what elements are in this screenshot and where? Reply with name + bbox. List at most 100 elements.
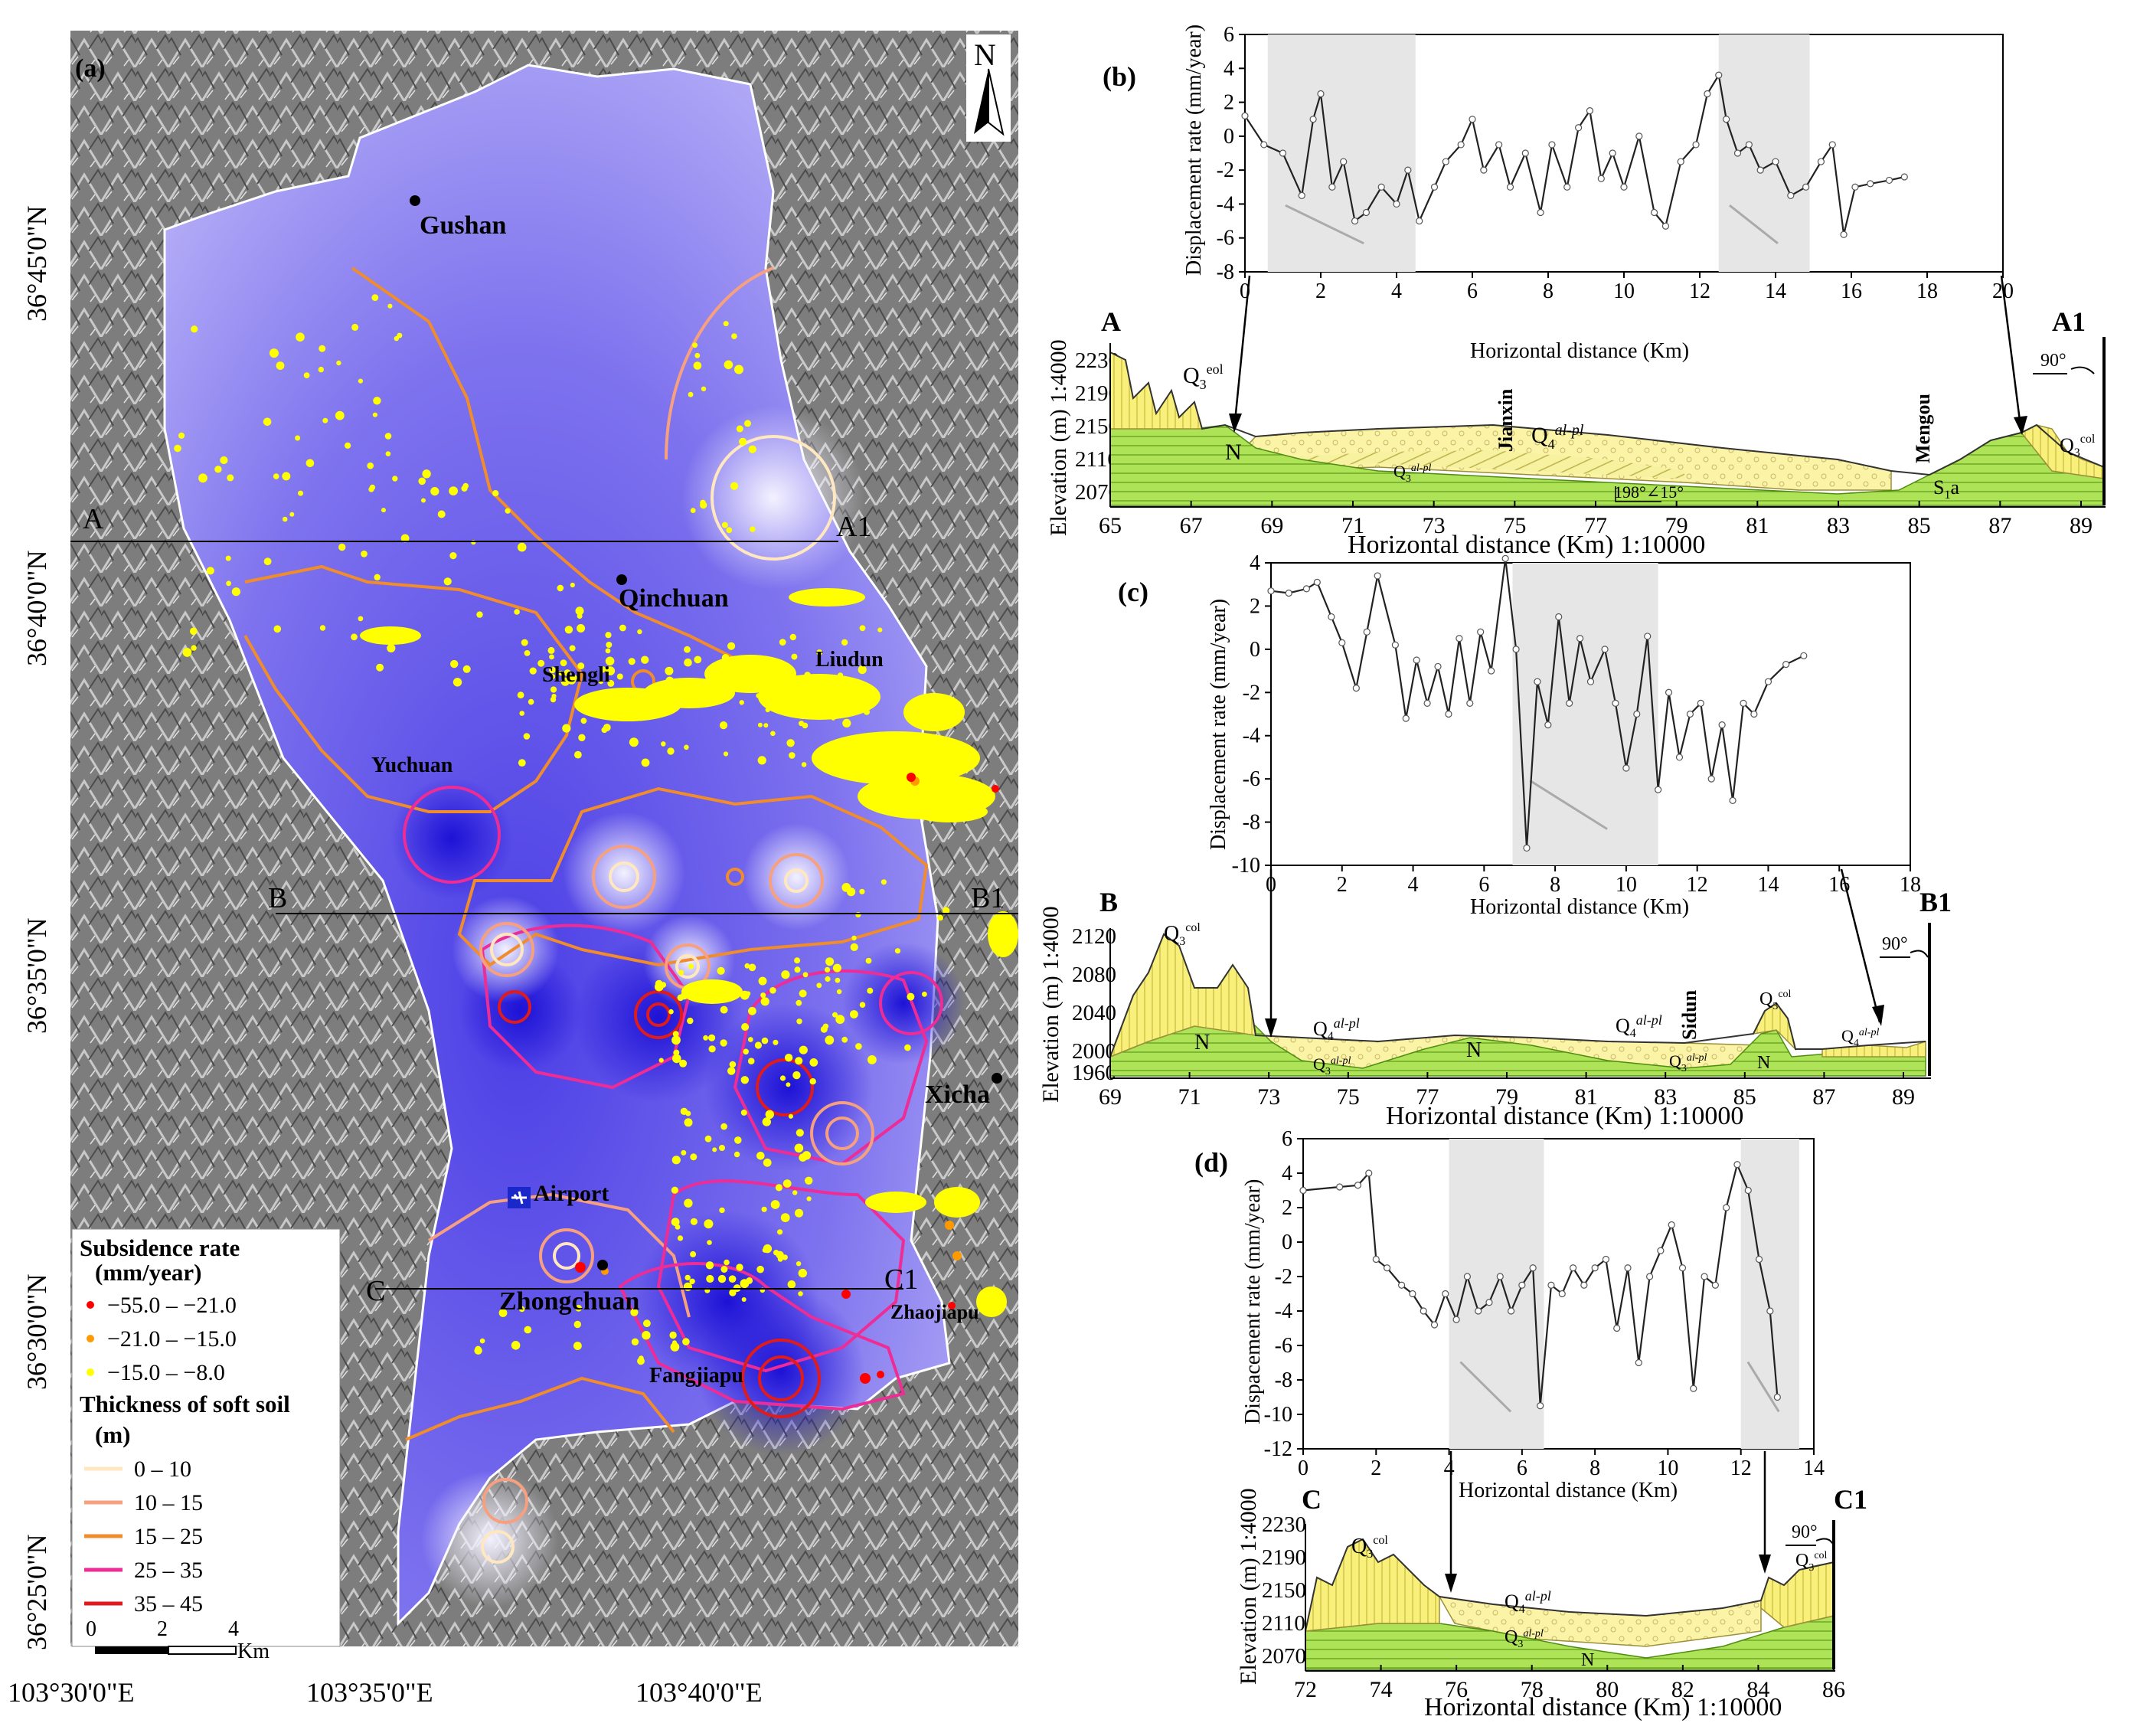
subsidence-point — [809, 1078, 816, 1085]
data-point — [1772, 158, 1779, 165]
subsidence-point — [748, 1006, 756, 1015]
subsidence-point — [549, 666, 556, 674]
subsidence-point — [730, 482, 739, 490]
subsidence-point — [558, 670, 564, 676]
section-b-elev-tick-3: 2040 — [1072, 1001, 1116, 1025]
section-x-tick-label: 81 — [1575, 1084, 1598, 1110]
subsidence-point — [789, 704, 798, 713]
data-point — [1613, 1324, 1621, 1332]
subsidence-point — [719, 1145, 725, 1151]
subsidence-point — [765, 1110, 774, 1120]
data-point — [1354, 1182, 1362, 1189]
section-x-tick-label: 77 — [1416, 1084, 1439, 1110]
subsidence-point — [335, 410, 345, 420]
subsidence-point — [529, 667, 537, 675]
x-tick-label: 14 — [1765, 280, 1786, 303]
subsidence-point — [816, 649, 823, 656]
data-point — [1591, 1264, 1599, 1272]
data-point — [1430, 1321, 1439, 1329]
subsidence-point — [779, 669, 784, 675]
subsidence-point — [825, 1035, 835, 1045]
subsidence-point — [704, 1219, 714, 1229]
subsidence-point — [550, 686, 557, 693]
subsidence-point — [289, 512, 295, 517]
chart-d: (d) 0 2 4 6 8 10 12 14 -12 -10 -8 -6 -4 -2 0 2 4 6 Dispac… — [1194, 1127, 1825, 1502]
subsidence-point — [661, 741, 666, 747]
subsidence-point — [703, 1035, 708, 1041]
subsidence-point — [743, 1048, 749, 1055]
subsidence-point — [619, 624, 626, 632]
section-x-tick-label: 87 — [1988, 513, 2011, 538]
subsidence-point — [747, 1037, 753, 1042]
panel-label-d: (d) — [1194, 1147, 1228, 1178]
subsidence-point — [562, 724, 571, 733]
subsidence-point — [740, 1109, 747, 1116]
section-x-tick-label: 75 — [1503, 513, 1526, 538]
subsidence-point — [684, 1198, 693, 1208]
subsidence-point — [686, 685, 693, 692]
subsidence-point — [798, 1268, 808, 1278]
y-tick-label: 6 — [1224, 23, 1234, 47]
subsidence-point — [519, 711, 524, 716]
subsidence-point — [690, 1218, 698, 1225]
subsidence-point — [220, 456, 228, 465]
subsidence-point — [739, 437, 747, 446]
section-b-start: B — [1099, 887, 1118, 917]
y-tick-label: -2 — [1243, 681, 1260, 705]
data-point — [1723, 116, 1730, 123]
subsidence-point — [629, 710, 635, 715]
subsidence-point — [298, 490, 303, 496]
subsidence-point — [606, 666, 616, 675]
subsidence-point — [296, 332, 305, 342]
subsidence-point — [658, 1058, 664, 1063]
section-x-tick-label: 73 — [1423, 513, 1446, 538]
y-tick-label: 0 — [1282, 1231, 1292, 1254]
subsidence-point — [723, 321, 729, 327]
data-point — [1744, 1186, 1752, 1195]
section-x-tick-label: 85 — [1733, 1084, 1756, 1110]
subsidence-point — [528, 698, 534, 705]
subsidence-point — [449, 552, 457, 560]
subsidence-point — [867, 1055, 877, 1064]
subsidence-point — [758, 976, 767, 986]
subsidence-point — [835, 977, 841, 983]
legend-subsidence-class-2: −21.0 – −15.0 — [107, 1326, 237, 1352]
subsidence-point — [723, 751, 729, 757]
subsidence-point — [836, 755, 843, 762]
section-a-dip-mark — [1615, 486, 1661, 502]
data-point — [1828, 141, 1836, 149]
section-a-dip: 198°∠15° — [1614, 482, 1684, 502]
subsidence-point — [665, 676, 675, 685]
section-a: A A1 Elevation (m) 1:4000 2230 2190 2150… — [1046, 275, 2106, 559]
data-point — [1644, 633, 1652, 640]
subsidence-point — [763, 723, 769, 728]
subsidence-point — [841, 639, 848, 646]
subsidence-point — [708, 1034, 716, 1041]
section-b-surface — [1109, 933, 1926, 1058]
subsidence-point — [836, 989, 842, 995]
y-tick-label: -4 — [1275, 1300, 1292, 1323]
town-zhaojiapu: Zhaojiapu — [890, 1301, 979, 1323]
data-point — [1867, 180, 1874, 188]
subsidence-point — [726, 527, 733, 534]
town-yuchuan: Yuchuan — [371, 754, 453, 777]
shaded-range — [1740, 1139, 1799, 1449]
subsidence-point — [523, 733, 531, 740]
section-c-elev-tick-2: 2190 — [1262, 1545, 1306, 1570]
section-a-xticks: 65 67 69 71 73 75 77 79 81 83 85 87 89 — [1099, 501, 2093, 538]
section-b: B B1 Elevation (m) 1:4000 2120 2080 2040… — [1038, 868, 1952, 1130]
data-point — [1537, 208, 1544, 217]
subsidence-point — [606, 642, 613, 648]
data-point — [1413, 656, 1420, 664]
yellow-point-field — [174, 294, 950, 1365]
x-tick-label: 4 — [1391, 280, 1402, 303]
subsidence-point — [705, 1261, 714, 1270]
subsidence-point — [191, 325, 198, 333]
town-dot-qinchuan — [616, 574, 627, 585]
subsidence-point — [769, 987, 776, 994]
data-point — [1635, 132, 1643, 140]
legend-subsidence-title: Subsidence rate — [80, 1234, 240, 1261]
x-tick-label: 2 — [1371, 1456, 1381, 1480]
x-tick-label: 2 — [1315, 280, 1326, 303]
legend-thickness-class-2: 10 – 15 — [134, 1490, 203, 1515]
